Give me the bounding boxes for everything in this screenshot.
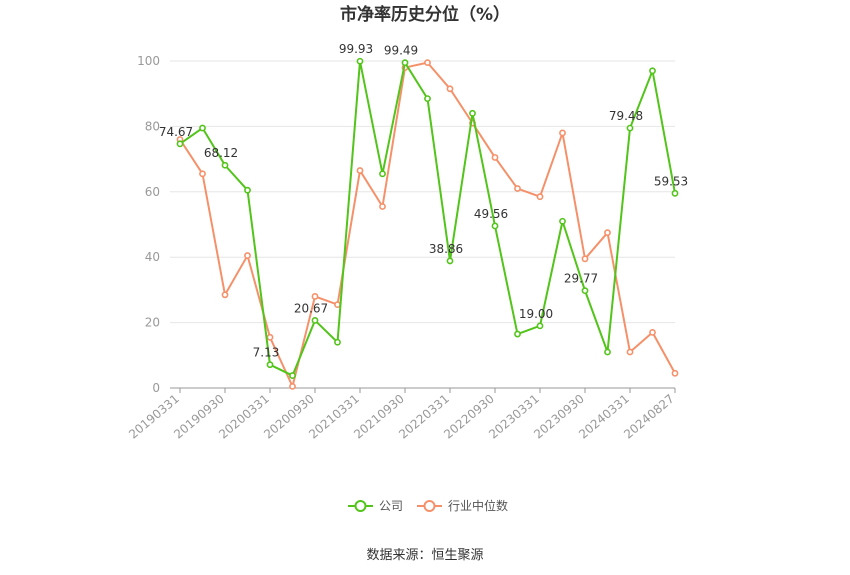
- series-group: [176, 57, 679, 390]
- data-point: [289, 372, 296, 379]
- data-point: [469, 109, 476, 117]
- data-point: [356, 167, 364, 174]
- legend-label: 行业中位数: [448, 498, 508, 513]
- data-label: 29.77: [564, 272, 598, 286]
- data-label: 79.48: [609, 109, 643, 123]
- legend-item-industry-median[interactable]: 行业中位数: [417, 498, 508, 513]
- data-point: [334, 301, 341, 309]
- y-tick-label: 40: [145, 250, 160, 264]
- data-point: [424, 59, 431, 67]
- data-point: [514, 185, 521, 192]
- data-point: [289, 382, 296, 390]
- y-tick-label: 20: [145, 316, 160, 330]
- data-point: [221, 161, 229, 169]
- data-point: [379, 203, 386, 210]
- data-labels: 74.67 68.12 7.13 20.67 99.93 99.49 38.86 49.56 1…: [159, 42, 688, 359]
- data-point: [671, 189, 679, 197]
- data-point: [244, 252, 251, 259]
- data-point: [244, 186, 251, 194]
- data-point: [559, 217, 566, 225]
- y-tick-label: 60: [145, 185, 160, 199]
- data-point: [176, 140, 184, 148]
- legend-swatch-marker: [354, 500, 367, 512]
- data-point: [221, 291, 229, 299]
- gridlines: [170, 60, 675, 324]
- data-label: 20.67: [294, 301, 328, 315]
- data-point: [491, 222, 499, 230]
- series-line-company: [179, 60, 676, 377]
- data-point: [334, 338, 341, 346]
- data-label: 59.53: [654, 174, 688, 188]
- data-point: [356, 57, 364, 65]
- data-label: 68.12: [204, 146, 238, 160]
- x-tick-label: 20240827: [621, 392, 677, 442]
- data-point: [401, 59, 409, 67]
- legend-swatch-marker: [423, 500, 436, 512]
- data-point: [671, 369, 679, 377]
- data-point: [536, 193, 544, 201]
- data-point: [424, 95, 431, 103]
- y-tick-label: 80: [145, 119, 160, 133]
- data-label: 74.67: [159, 125, 193, 139]
- data-point: [199, 170, 206, 178]
- legend[interactable]: 公司 行业中位数: [348, 498, 508, 513]
- legend-label: 公司: [379, 499, 403, 513]
- y-tick-label: 100: [137, 54, 160, 68]
- data-label: 49.56: [474, 207, 508, 221]
- data-point: [604, 229, 611, 237]
- chart-title: 市净率历史分位（%）: [340, 4, 510, 25]
- data-point: [604, 348, 611, 356]
- y-axis-ticks: 0 20 40 60 80 100: [137, 54, 160, 395]
- data-point: [446, 257, 454, 265]
- data-label: 7.13: [253, 346, 280, 360]
- x-axis: 2019033120190930202003312020093020210331…: [126, 387, 677, 442]
- data-point: [581, 255, 589, 263]
- data-point: [446, 85, 454, 93]
- data-label: 99.49: [384, 44, 418, 58]
- data-label: 38.86: [429, 242, 463, 256]
- data-point: [311, 317, 319, 324]
- data-point: [559, 129, 566, 137]
- legend-item-company[interactable]: 公司: [348, 499, 403, 513]
- data-point: [514, 330, 521, 338]
- data-point: [491, 154, 499, 161]
- data-point: [311, 293, 319, 300]
- data-point: [649, 329, 656, 336]
- data-label: 99.93: [339, 42, 373, 56]
- source-note: 数据来源：恒生聚源: [366, 548, 483, 563]
- y-tick-label: 0: [152, 381, 160, 395]
- series-line-industry-median: [179, 61, 676, 388]
- data-point: [626, 124, 634, 132]
- data-point: [266, 361, 274, 369]
- data-point: [626, 348, 634, 356]
- data-label: 19.00: [519, 307, 553, 321]
- data-point: [266, 333, 274, 341]
- data-point: [199, 124, 206, 132]
- data-point: [536, 322, 544, 330]
- data-point: [379, 170, 386, 178]
- data-point: [581, 287, 589, 295]
- data-point: [649, 67, 656, 75]
